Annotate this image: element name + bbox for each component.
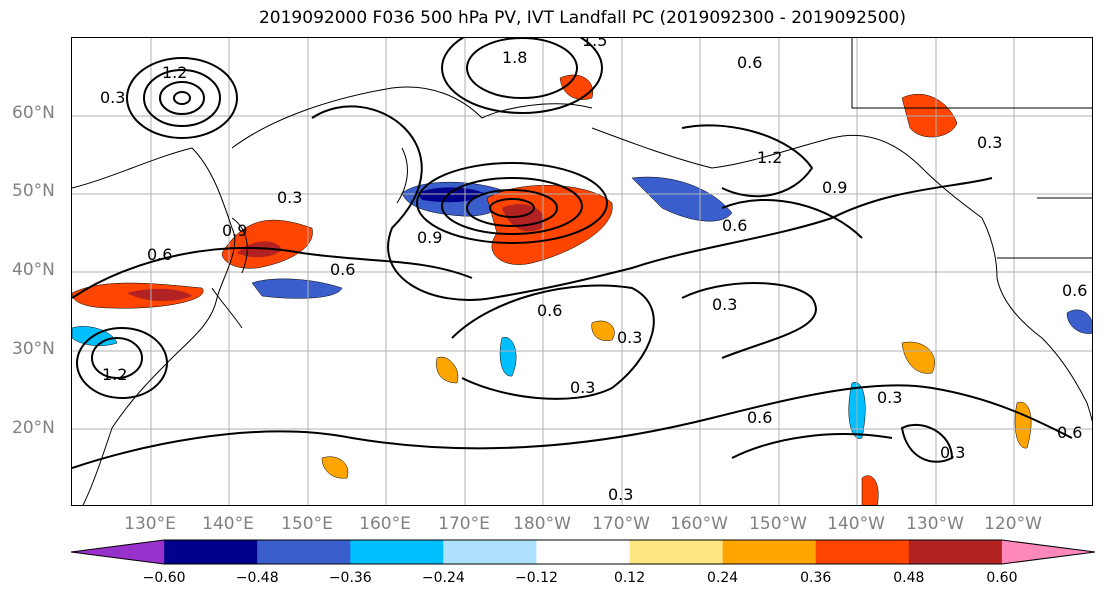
colorbar-bin (908, 540, 1003, 564)
colorbar-segments (70, 539, 1096, 565)
contour-label: 0.3 (277, 188, 302, 207)
contour-label: 0.3 (608, 485, 633, 504)
colorbar-bin (350, 540, 444, 564)
pv-contours (72, 38, 1073, 469)
contour-label: 1.2 (757, 148, 782, 167)
lon-label-140e: 140°E (202, 514, 254, 534)
colorbar-tick-label: 0.24 (707, 570, 739, 586)
contour-label: 0.6 (330, 260, 355, 279)
colorbar-bin (722, 540, 817, 564)
lon-label-160e: 160°E (359, 514, 411, 534)
contour-label: 1.2 (102, 365, 127, 384)
lon-label-160w: 160°W (670, 514, 728, 534)
colorbar-tick-label: 0.48 (893, 570, 925, 586)
contour-label: 0.6 (147, 245, 172, 264)
colorbar-tick-label: 0.12 (613, 570, 646, 586)
lat-label-20n: 20°N (12, 418, 55, 438)
map-title: 2019092000 F036 500 hPa PV, IVT Landfall… (258, 8, 906, 28)
lon-label-150e: 150°E (281, 514, 333, 534)
contour-label: 1.8 (502, 48, 527, 67)
lat-label-30n: 30°N (12, 339, 55, 359)
lon-label-140w: 140°W (827, 514, 885, 534)
contour-label: 0.3 (570, 378, 595, 397)
contour-label: 0.9 (417, 228, 442, 247)
contour-label: 0.9 (222, 221, 247, 240)
colorbar-bin (1001, 540, 1095, 564)
colorbar-tick-label: −0.36 (328, 570, 372, 586)
colorbar-bin (257, 540, 351, 564)
map-panel: 0.3 0.6 0.9 1.2 1.5 1.8 0.3 0.6 0.9 0.6 … (71, 37, 1093, 506)
contour-label: 0.6 (537, 301, 562, 320)
colorbar-tick-label: −0.12 (515, 570, 558, 586)
colorbar-tick-label: −0.48 (235, 570, 279, 586)
lon-label-180w: 180°W (513, 514, 571, 534)
lat-label-60n: 60°N (12, 103, 55, 123)
contour-label: 0.6 (1057, 423, 1082, 442)
contour-label: 0.3 (977, 133, 1002, 152)
contour-label: 0.3 (877, 388, 902, 407)
contour-label: 0.6 (1062, 281, 1087, 300)
lon-label-170w: 170°W (592, 514, 650, 534)
colorbar-tick-label: 0.60 (986, 570, 1018, 586)
contour-label: 0.6 (747, 408, 772, 427)
contour-label: 1.5 (582, 38, 607, 50)
contour-label: 0.3 (617, 328, 642, 347)
colorbar-bin (71, 540, 165, 564)
lon-label-150w: 150°W (749, 514, 807, 534)
contour-label: 0.3 (100, 88, 125, 107)
lon-label-170e: 170°E (438, 514, 490, 534)
colorbar-tick-label: 0.36 (800, 570, 832, 586)
contour-label: 0.3 (940, 443, 965, 462)
contour-labels: 0.3 0.6 0.9 1.2 1.5 1.8 0.3 0.6 0.9 0.6 … (100, 38, 1087, 504)
contour-label: 0.6 (737, 53, 762, 72)
colorbar-bin (815, 540, 910, 564)
lon-label-130w: 130°W (906, 514, 964, 534)
colorbar-outline (70, 539, 1096, 565)
coastlines (72, 38, 1092, 505)
lat-label-40n: 40°N (12, 260, 55, 280)
lat-label-50n: 50°N (12, 181, 55, 201)
colorbar-tick-label: −0.60 (142, 570, 186, 586)
contour-label: 1.2 (162, 63, 187, 82)
colorbar (70, 539, 1096, 565)
lon-label-130e: 130°E (124, 514, 176, 534)
map-plot: 0.3 0.6 0.9 1.2 1.5 1.8 0.3 0.6 0.9 0.6 … (72, 38, 1092, 505)
pv-anomaly-fills (72, 74, 1092, 505)
colorbar-bin (536, 540, 631, 564)
graticule (72, 38, 1092, 505)
colorbar-tick-label: −0.24 (421, 570, 465, 586)
contour-label: 0.6 (722, 216, 747, 235)
colorbar-bin (443, 540, 537, 564)
colorbar-bin (629, 540, 724, 564)
colorbar-bin (164, 540, 258, 564)
contour-label: 0.9 (822, 178, 847, 197)
contour-label: 0.3 (712, 295, 737, 314)
lon-label-120w: 120°W (984, 514, 1042, 534)
